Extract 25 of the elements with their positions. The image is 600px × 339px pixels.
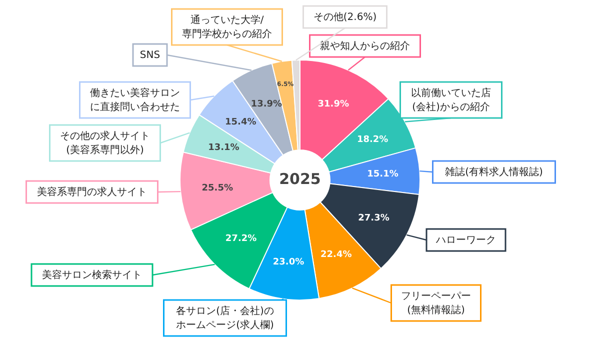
data-label: 27.3% [358,213,390,224]
data-label: 15.4% [225,117,256,128]
slice-label: 通っていた大学/専門学校からの紹介 [182,14,272,40]
slice-label: 以前働いていた店(会社)からの紹介 [411,86,491,113]
slice-label: 働きたい美容サロンに直接問い合わせた [90,86,180,113]
data-label: 22.4% [320,250,352,260]
slice-label: その他(2.6%) [313,10,377,23]
legend-label: 雑誌(有料求人情報誌) [445,166,543,178]
slice-label: フリーペーパー(無料情報誌) [401,290,471,316]
data-label: 23.0% [272,258,304,268]
data-label: 25.5% [202,183,234,194]
slice-label: 各サロン(店・会社)のホームページ(求人欄) [176,304,274,331]
data-label: 13.1% [208,142,240,153]
data-label: 13.9% [250,100,282,110]
slice-label: SNS [140,50,160,61]
slice-label: 美容サロン検索サイト [42,268,142,281]
slice-label: 美容系専門の求人サイト [37,186,147,198]
slice-label: ハローワーク [435,234,496,246]
data-label: 18.2% [356,135,388,146]
data-label: 15.1% [367,169,398,180]
data-label: 27.2% [225,234,257,244]
data-label: 31.9% [318,99,349,110]
slice-label: 親や知人からの紹介 [320,40,410,52]
text: 2025 [279,170,321,188]
slice-label: その他の求人サイト(美容系専門以外) [60,130,150,156]
